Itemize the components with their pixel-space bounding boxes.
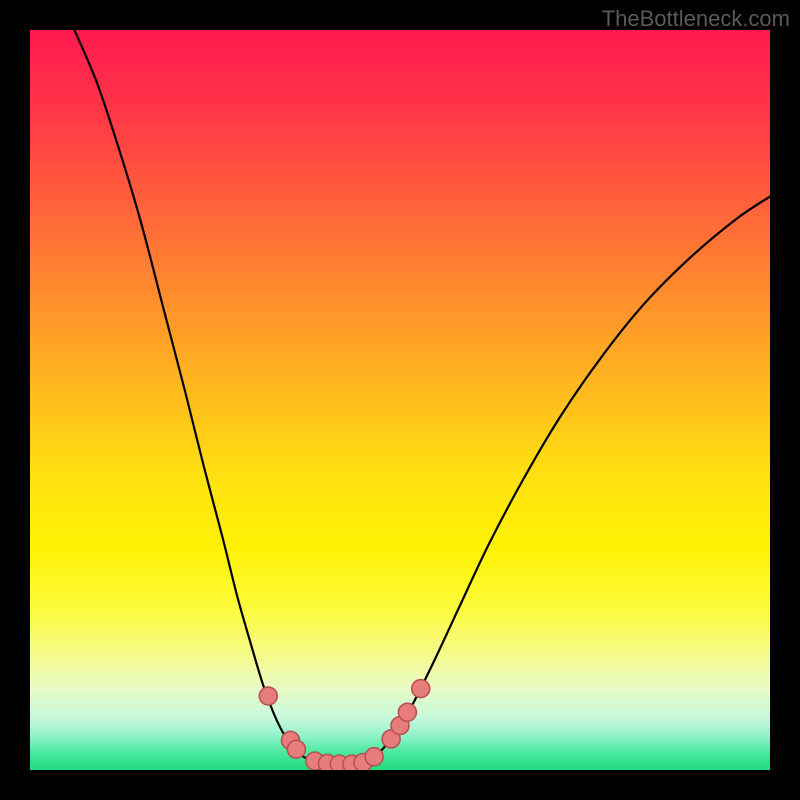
chart-svg: [30, 30, 770, 770]
watermark-text: TheBottleneck.com: [602, 6, 790, 32]
data-marker: [398, 703, 416, 721]
data-marker: [287, 740, 305, 758]
data-marker: [259, 687, 277, 705]
plot-area: [30, 30, 770, 770]
gradient-background: [30, 30, 770, 770]
data-marker: [365, 748, 383, 766]
data-marker: [412, 680, 430, 698]
